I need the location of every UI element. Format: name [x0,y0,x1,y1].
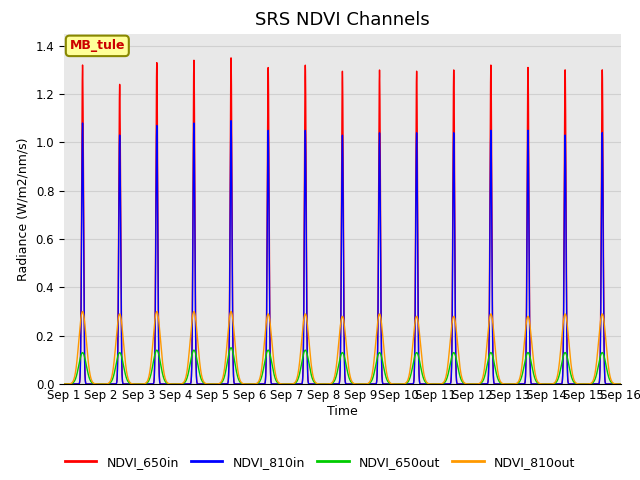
Legend: NDVI_650in, NDVI_810in, NDVI_650out, NDVI_810out: NDVI_650in, NDVI_810in, NDVI_650out, NDV… [60,451,580,474]
Title: SRS NDVI Channels: SRS NDVI Channels [255,11,430,29]
Y-axis label: Radiance (W/m2/nm/s): Radiance (W/m2/nm/s) [17,137,30,280]
Text: MB_tule: MB_tule [70,39,125,52]
X-axis label: Time: Time [327,405,358,418]
